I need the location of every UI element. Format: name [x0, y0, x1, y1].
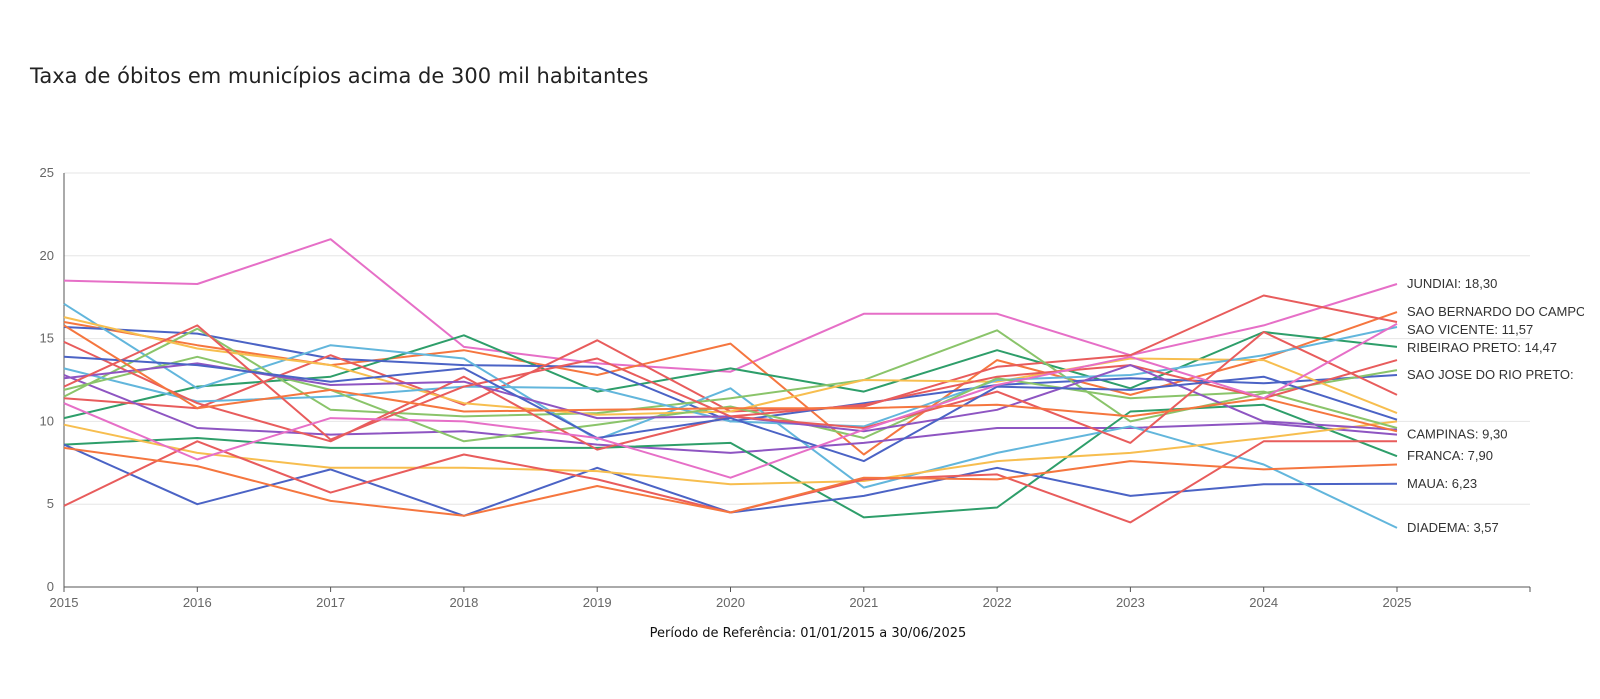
series-line-unlabeled-10[interactable] [63, 420, 1398, 486]
x-tick-label: 2016 [183, 595, 212, 610]
chart-title: Taxa de óbitos em municípios acima de 30… [30, 64, 649, 88]
x-tick-label: 2017 [316, 595, 345, 610]
series-line-franca[interactable] [63, 403, 1398, 519]
series-end-label: RIBEIRAO PRETO: 14,47 [1407, 340, 1557, 355]
y-tick-label: 25 [40, 165, 54, 180]
series-layer [63, 238, 1398, 529]
y-tick-label: 5 [47, 496, 54, 511]
series-end-label: SAO JOSE DO RIO PRETO: [1407, 367, 1574, 382]
series-end-label: SAO BERNARDO DO CAMPO [1407, 304, 1586, 319]
series-end-label: SAO VICENTE: 11,57 [1407, 322, 1533, 337]
series-line-unlabeled-14[interactable] [63, 446, 1398, 517]
series-line-unlabeled-21[interactable] [63, 322, 1398, 479]
series-line-sao-bernardo-do-campo[interactable] [63, 311, 1398, 456]
series-line-ribeirao-preto[interactable] [63, 331, 1398, 420]
x-tick-label: 2018 [449, 595, 478, 610]
series-end-label: CAMPINAS: 9,30 [1407, 427, 1507, 442]
y-tick-label: 0 [47, 579, 54, 594]
series-end-label: MAUA: 6,23 [1407, 476, 1477, 491]
x-tick-label: 2019 [583, 595, 612, 610]
series-line-jundiai[interactable] [63, 238, 1398, 373]
end-label-layer: JUNDIAI: 18,30 SAO BERNARDO DO CAMPO SAO V… [1407, 276, 1586, 535]
series-end-label: DIADEMA: 3,57 [1407, 520, 1499, 535]
series-line-maua[interactable] [63, 443, 1398, 517]
series-line-unlabeled-15[interactable] [63, 355, 1398, 443]
x-tick-label: 2025 [1383, 595, 1412, 610]
series-line-unlabeled-11[interactable] [63, 316, 1398, 416]
series-line-unlabeled-20[interactable] [63, 324, 1398, 433]
x-tick-label: 2020 [716, 595, 745, 610]
series-line-unlabeled-9[interactable] [63, 327, 1398, 423]
series-line-unlabeled-18[interactable] [63, 324, 1398, 444]
y-tick-label: 10 [40, 413, 54, 428]
series-line-unlabeled-12[interactable] [63, 326, 1398, 428]
x-tick-label: 2023 [1116, 595, 1145, 610]
series-line-unlabeled-19[interactable] [63, 355, 1398, 463]
y-tick-label: 20 [40, 248, 54, 263]
reference-period-caption: Período de Referência: 01/01/2015 a 30/0… [649, 626, 967, 641]
x-tick-label: 2022 [983, 595, 1012, 610]
x-tick-label: 2021 [849, 595, 878, 610]
x-tick-label: 2024 [1249, 595, 1278, 610]
y-tick-label: 15 [40, 331, 54, 346]
x-tick-label: 2015 [50, 595, 79, 610]
series-end-label: JUNDIAI: 18,30 [1407, 276, 1497, 291]
series-end-label: FRANCA: 7,90 [1407, 448, 1493, 463]
